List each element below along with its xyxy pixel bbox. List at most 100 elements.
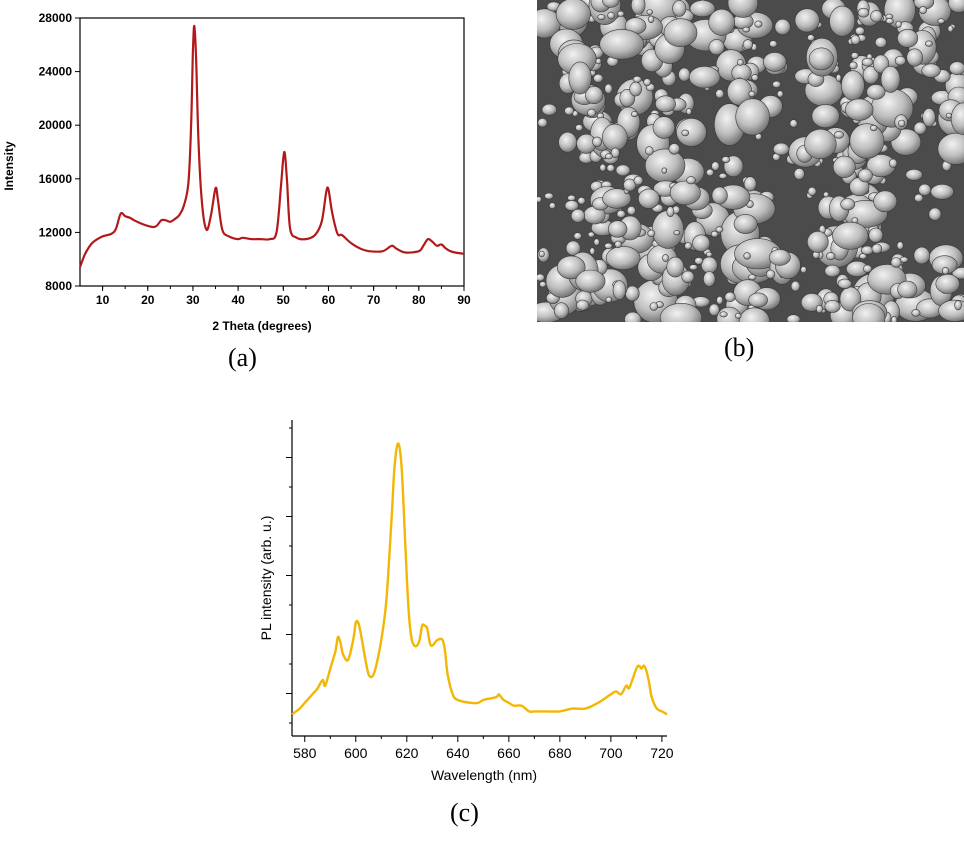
sem-grain: [626, 206, 636, 216]
sem-grain: [612, 280, 627, 300]
sem-grain: [721, 156, 731, 163]
sem-grain: [754, 20, 763, 28]
sem-grain: [570, 208, 586, 223]
sem-grain: [950, 102, 964, 135]
sem-grain: [711, 186, 728, 205]
sem-grain: [646, 9, 653, 15]
sem-grain: [684, 242, 692, 250]
sem-grain: [905, 169, 923, 181]
sem-grain: [694, 257, 704, 265]
sem-grain: [862, 264, 872, 273]
sem-grain: [666, 206, 675, 218]
pl-ticks: 580 600 620 640 660 680 700 720: [286, 427, 674, 761]
sem-grain: [666, 256, 685, 278]
sem-grain: [575, 124, 583, 132]
sem-grain: [623, 178, 637, 192]
sem-grain: [630, 111, 638, 118]
sem-grain: [772, 142, 790, 156]
sem-grain: [685, 108, 692, 116]
sem-grain: [848, 61, 858, 70]
sem-grain: [708, 8, 736, 36]
sem-grain: [807, 186, 817, 196]
sem-grain: [832, 221, 869, 250]
sem-grain: [870, 10, 883, 23]
sem-grain: [733, 214, 758, 234]
sem-grain: [602, 0, 620, 8]
sem-grain: [890, 257, 902, 268]
sem-grain: [918, 183, 932, 196]
xrd-series-line: [78, 24, 465, 268]
sem-grain: [765, 269, 776, 279]
sem-micrograph: [537, 0, 964, 322]
sem-grain: [631, 0, 646, 15]
sem-grain: [592, 136, 603, 148]
sem-grain: [689, 264, 698, 271]
sem-grain: [774, 18, 791, 36]
pl-x-tick-label: 640: [446, 745, 470, 761]
sem-grain: [539, 281, 547, 288]
sem-grain: [841, 70, 865, 101]
sem-grain: [880, 65, 901, 93]
xrd-y-axis-label: Intensity: [2, 141, 16, 191]
sem-grain: [577, 197, 586, 205]
sem-grain: [913, 246, 930, 265]
sem-grain: [668, 143, 680, 155]
sem-grain: [537, 196, 542, 203]
sem-grain: [837, 278, 852, 289]
sem-grain: [669, 180, 701, 206]
xrd-x-axis-label: 2 Theta (degrees): [212, 319, 311, 333]
xrd-y-tick-label: 16000: [39, 172, 73, 186]
sem-grain: [555, 0, 591, 30]
sem-grain: [647, 229, 656, 238]
sem-grain: [593, 73, 604, 83]
sem-grain: [807, 34, 815, 42]
sem-grain: [716, 295, 724, 305]
sem-grain: [599, 29, 645, 60]
sem-grain: [922, 108, 936, 127]
sem-grain: [748, 274, 757, 281]
sem-grain: [833, 131, 845, 139]
panel-label-a: (a): [228, 343, 257, 372]
panel-label-b: (b): [724, 333, 755, 362]
sem-grain: [710, 230, 719, 238]
sem-grain: [861, 57, 874, 67]
sem-grain: [913, 121, 927, 135]
xrd-x-tick-label: 80: [412, 293, 426, 307]
sem-grain: [945, 112, 952, 119]
sem-grain: [587, 108, 597, 117]
sem-grain: [589, 247, 596, 255]
sem-grain: [673, 230, 681, 236]
pl-x-tick-label: 580: [293, 745, 317, 761]
sem-grain: [549, 202, 556, 210]
sem-grain: [633, 175, 644, 186]
sem-grain: [688, 65, 721, 89]
sem-grain: [776, 90, 784, 98]
sem-grain: [857, 7, 870, 18]
sem-grain: [597, 14, 606, 21]
panel-label-c: (c): [450, 798, 479, 827]
sem-grain: [873, 190, 898, 213]
sem-grain: [624, 311, 642, 322]
sem-grain: [928, 207, 942, 221]
sem-grain: [678, 67, 691, 82]
sem-grain: [844, 98, 874, 121]
sem-grain: [871, 243, 883, 254]
xrd-x-tick-label: 70: [367, 293, 381, 307]
sem-grain: [604, 153, 613, 160]
sem-grain: [742, 39, 754, 50]
sem-grain: [808, 47, 834, 71]
sem-grain: [537, 117, 548, 128]
sem-grain: [897, 280, 918, 299]
sem-grain: [599, 163, 607, 172]
sem-grain: [937, 132, 964, 165]
sem-grain: [835, 74, 842, 82]
sem-grain: [705, 251, 713, 258]
sem-grain: [911, 309, 921, 317]
sem-grain: [736, 59, 744, 66]
sem-grain: [748, 292, 768, 308]
sem-grain: [652, 116, 676, 139]
sem-grain: [724, 291, 736, 303]
sem-grain: [715, 89, 725, 99]
sem-grain: [711, 161, 720, 171]
sem-grain: [804, 128, 837, 160]
